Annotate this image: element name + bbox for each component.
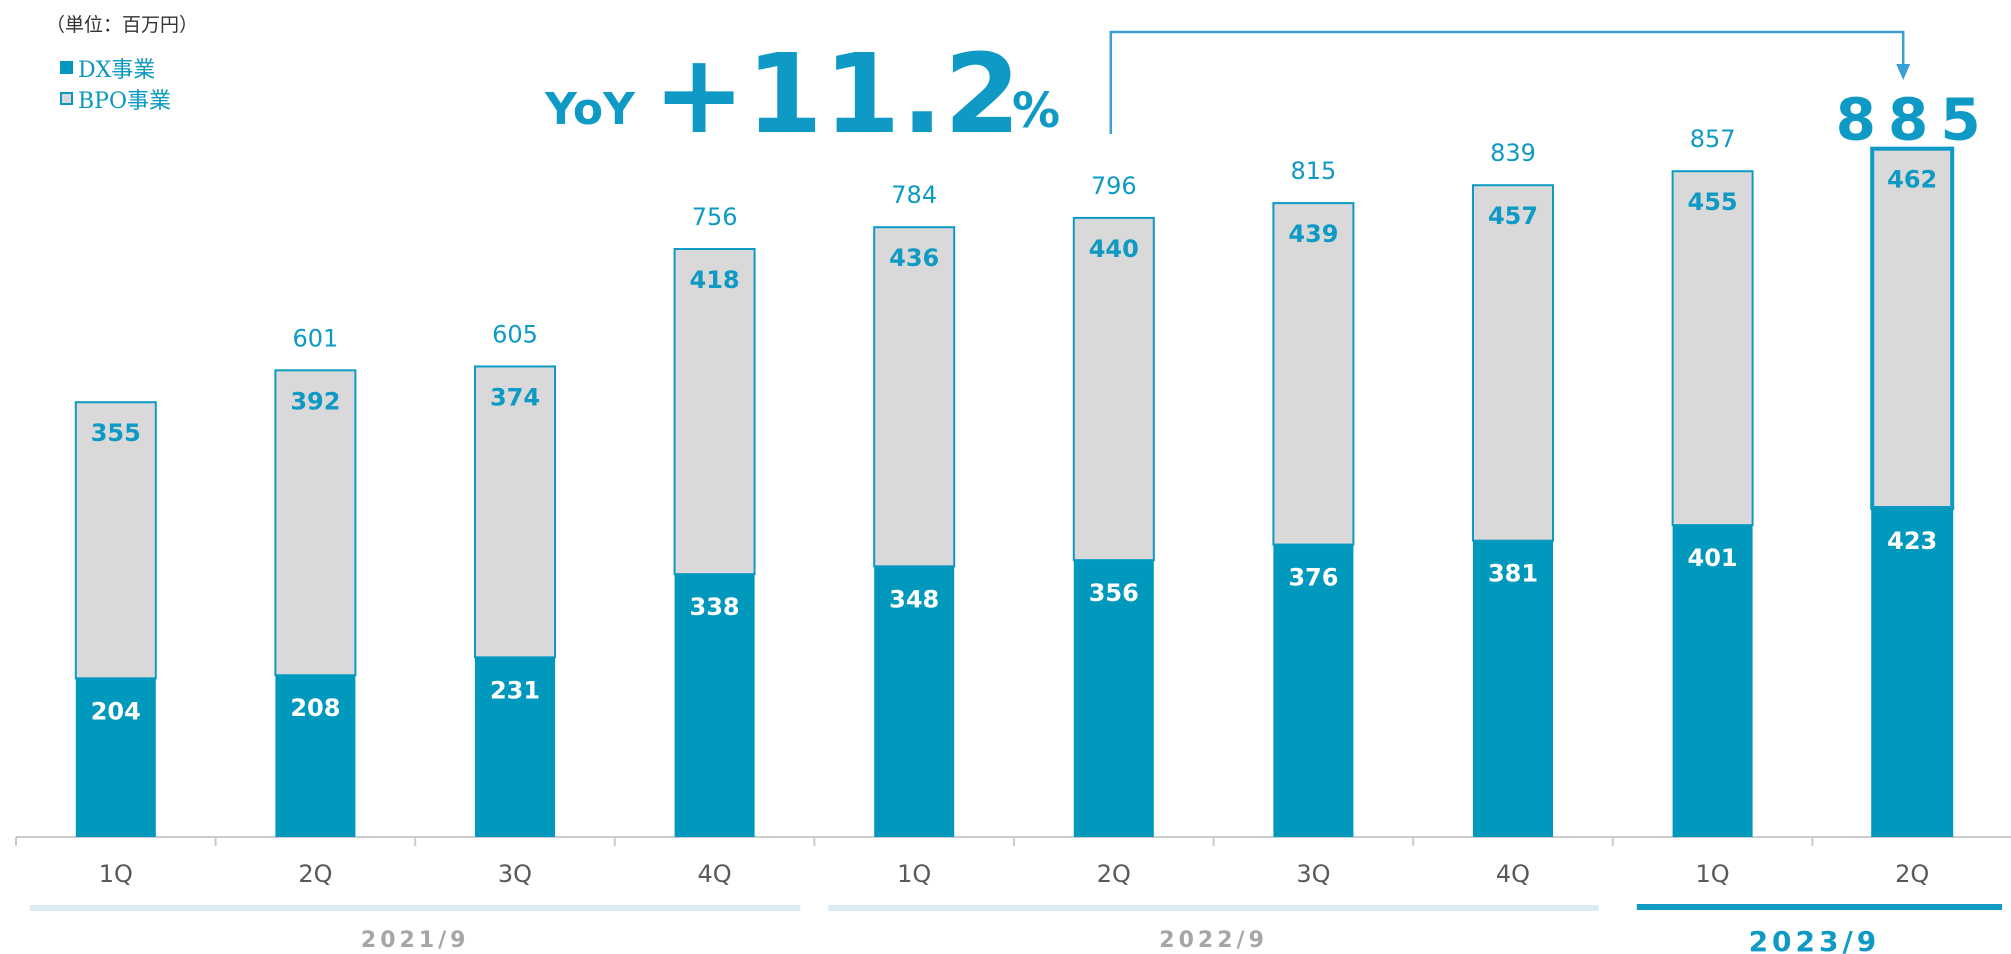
bar-dx	[1871, 508, 1954, 837]
legend-label-bpo: BPO事業	[78, 88, 172, 114]
unit-label: （単位：百万円）	[46, 14, 199, 36]
data-label-dx: 401	[1688, 544, 1738, 572]
data-label-dx: 376	[1288, 564, 1338, 592]
x-tick-label: 3Q	[498, 860, 532, 888]
data-label-dx: 423	[1887, 527, 1937, 555]
x-tick-label: 4Q	[698, 860, 732, 888]
fiscal-year-band	[30, 905, 801, 911]
legend-label-dx: DX事業	[78, 57, 156, 83]
bar-bpo	[673, 248, 756, 576]
data-label-dx: 348	[889, 585, 939, 613]
bar-dx	[1672, 525, 1753, 837]
data-label-dx: 356	[1089, 579, 1139, 607]
data-label-bpo: 462	[1887, 166, 1937, 194]
data-label-bpo: 440	[1089, 235, 1139, 263]
legend-item-bpo: BPO事業	[60, 83, 171, 114]
bar-dx	[475, 657, 555, 837]
data-label-bpo: 374	[490, 383, 540, 411]
bar-bpo	[1671, 170, 1754, 527]
data-label-dx: 208	[290, 694, 340, 722]
fiscal-year-band	[1636, 904, 2002, 910]
bar-bpo	[274, 369, 357, 677]
total-label: 756	[692, 203, 738, 231]
bar-dx	[275, 675, 356, 837]
yoy-unit: %	[1012, 83, 1061, 139]
total-label-highlight: 885	[1836, 86, 1993, 154]
data-label-bpo: 392	[290, 387, 340, 415]
data-label-dx: 338	[690, 593, 740, 621]
yoy-label: YoY	[545, 84, 635, 135]
bar-bpo	[873, 226, 956, 568]
x-tick-label: 2Q	[298, 860, 332, 888]
fiscal-year-label: 2023/9	[1749, 925, 1881, 954]
legend-item-dx: DX事業	[60, 52, 171, 83]
fiscal-year-label: 2022/9	[1159, 928, 1268, 953]
legend-swatch-dx	[60, 61, 73, 74]
total-label: 857	[1690, 125, 1736, 153]
total-label: 601	[292, 324, 338, 352]
data-label-dx: 381	[1488, 560, 1538, 588]
legend-swatch-bpo	[60, 92, 73, 105]
data-label-bpo: 455	[1688, 188, 1738, 216]
bar-dx	[1073, 560, 1154, 837]
fiscal-year-band	[828, 905, 1599, 911]
fiscal-year-label: 2021/9	[361, 928, 470, 953]
x-tick-label: 3Q	[1296, 860, 1330, 888]
data-label-bpo: 457	[1488, 202, 1538, 230]
x-tick-label: 2Q	[1097, 860, 1131, 888]
bar-bpo	[1472, 184, 1554, 542]
x-tick-label: 4Q	[1496, 860, 1530, 888]
data-label-dx: 204	[91, 697, 141, 725]
yoy-value: +11.2	[653, 30, 1022, 158]
data-label-bpo: 355	[91, 419, 141, 447]
total-label: 605	[492, 320, 538, 348]
x-tick-label: 1Q	[99, 860, 133, 888]
x-tick-label: 1Q	[1696, 860, 1730, 888]
bar-bpo	[1272, 202, 1355, 546]
total-label: 796	[1091, 172, 1137, 200]
total-label: 815	[1290, 157, 1336, 185]
bar-dx	[1473, 540, 1553, 837]
data-label-dx: 231	[490, 676, 540, 704]
data-label-bpo: 418	[690, 266, 740, 294]
data-label-bpo: 439	[1288, 220, 1338, 248]
bar-dx	[674, 574, 755, 837]
data-label-bpo: 436	[889, 244, 939, 272]
x-tick-label: 1Q	[897, 860, 931, 888]
yoy-bracket-line	[1109, 30, 1905, 134]
total-label: 839	[1490, 139, 1536, 167]
bar-dx	[1273, 544, 1354, 837]
x-tick-label: 2Q	[1895, 860, 1929, 888]
yoy-bracket-arrow	[1896, 64, 1911, 80]
bar-dx	[874, 566, 955, 837]
legend: DX事業 BPO事業	[60, 52, 171, 114]
total-label: 784	[891, 181, 937, 209]
bar-bpo	[1072, 216, 1155, 562]
bar-dx	[75, 678, 156, 837]
bar-bpo	[1870, 146, 1955, 511]
